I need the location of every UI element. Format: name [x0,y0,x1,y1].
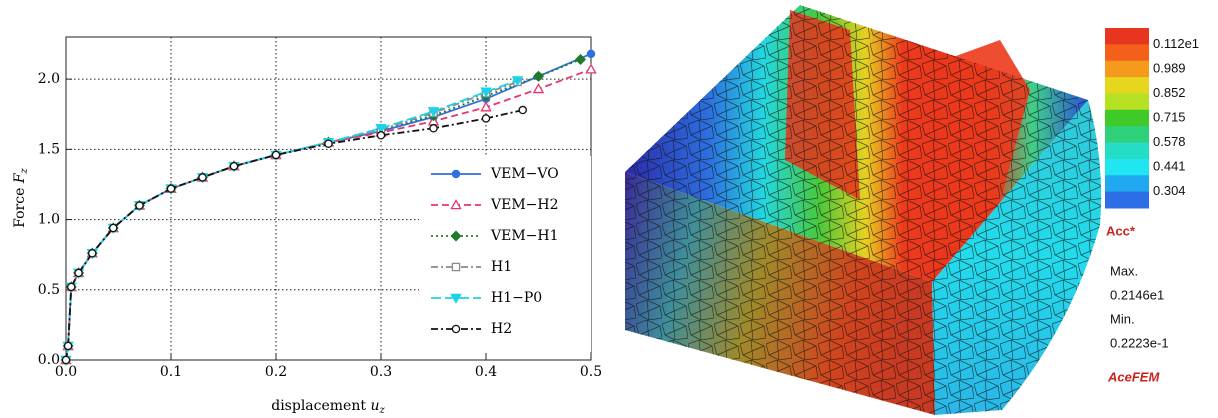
colorbar-label: 0.578 [1153,134,1186,149]
legend-box [419,156,591,352]
colorbar-band [1105,158,1149,176]
colorbar-label: 0.715 [1153,109,1186,124]
fem-render: 0.112e1 0.989 0.852 0.715 0.578 0.441 0.304 Ac… [625,5,1199,415]
marker [61,355,71,365]
marker [429,124,438,133]
colorbar: 0.112e1 0.989 0.852 0.715 0.578 0.441 0.304 [1105,28,1199,209]
marker [74,268,83,278]
x-tick-label: 0.5 [580,364,602,380]
marker [271,150,281,160]
y-tick-label: 2.0 [38,71,60,87]
marker [481,114,491,123]
y-tick-label: 1.5 [38,141,60,157]
mesh [932,100,1102,415]
marker [324,139,333,148]
marker [451,169,461,179]
marker [451,262,461,272]
colorbar-band [1105,28,1149,45]
colorbar-band [1105,191,1149,209]
marker [376,131,386,140]
colorbar-label: 0.852 [1153,85,1186,100]
brand: AceFEM [1107,369,1160,384]
marker [532,70,545,82]
min-value: 0.2223e-1 [1110,335,1169,350]
legend: VEM−VO VEM−H2 VEM−H1 H1 H1−P0 H2 [419,156,591,352]
x-tick-label: 0.4 [475,364,497,380]
marker [518,105,528,115]
series-line [65,68,592,361]
marker [480,87,492,98]
colorbar-band [1105,93,1149,111]
marker [198,173,207,182]
colorbar-label: 0.112e1 [1153,36,1199,51]
legend-label: VEM−VO [490,166,559,182]
x-tick-label: 0.2 [265,364,287,380]
max-value: 0.2146e1 [1110,287,1164,302]
legend-label: VEM−H1 [490,228,559,244]
marker [450,293,462,304]
y-tick-label: 0.5 [38,282,60,298]
colorbar-band [1105,77,1149,94]
x-tick-label: 0.1 [160,364,182,380]
x-tick-label: 0.3 [370,364,392,380]
marker [135,201,144,210]
marker [229,161,239,171]
legend-label: H1−P0 [491,290,542,306]
y-tick-label: 1.0 [38,212,60,228]
marker [451,324,461,334]
marker [480,101,492,112]
colorbar-band [1105,142,1149,160]
marker [67,282,76,292]
x-axis-label: displacement uz [271,398,385,416]
legend-label: H1 [491,259,512,275]
marker [109,223,118,233]
marker [586,49,596,59]
colorbar-label: 0.989 [1153,60,1186,75]
marker [574,53,587,65]
max-label: Max. [1110,263,1138,278]
x-tick-label: 0.0 [55,364,77,380]
legend-label: H2 [491,321,512,337]
mesh [625,5,1088,282]
colorbar-band [1105,60,1149,78]
marker [450,199,462,210]
marker [63,341,73,351]
colorbar-band [1105,126,1149,144]
series-line [65,109,523,361]
series [61,105,528,365]
y-tick-label: 0.0 [38,352,60,368]
colorbar-label: 0.304 [1153,183,1186,198]
marker [427,107,440,118]
marker [585,63,597,74]
legend-label: VEM−H2 [490,197,559,213]
colorbar-label: 0.441 [1153,159,1186,174]
colorbar-band [1105,44,1149,62]
chart: displacement uz Force Fz 0.0 0.1 0.2 0.3 0.4… [12,36,602,416]
y-axis-label: Force Fz [12,167,30,227]
quantity-label: Acc* [1106,223,1136,238]
marker [532,83,545,94]
marker [166,184,176,193]
colorbar-band [1105,175,1149,193]
colorbar-band [1105,109,1149,127]
mesh [625,172,935,415]
marker [375,124,387,135]
marker [511,76,524,87]
marker [88,249,97,258]
min-label: Min. [1110,311,1135,326]
marker [450,230,462,242]
series-line [65,79,518,361]
